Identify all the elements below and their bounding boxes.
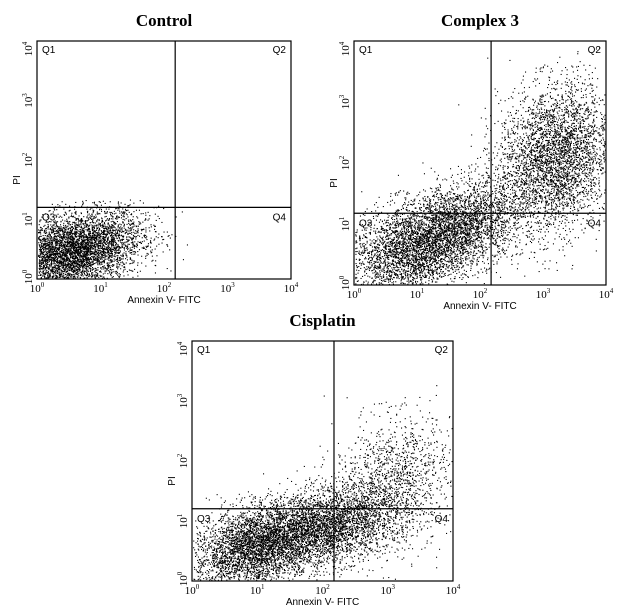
x-axis-label: Annexin V- FITC	[286, 597, 359, 608]
quadrant-label-q1: Q1	[197, 345, 211, 356]
x-tick-label: 104	[599, 287, 614, 301]
y-axis-label: PI	[329, 178, 340, 187]
y-tick-label: 103	[176, 393, 190, 408]
event-dots	[193, 385, 453, 582]
flow-plot-1: Q1 Q2 Q3 Q4 Control 100 101 102 103 104 Annexin V-…	[12, 11, 299, 306]
y-tick-label: 100	[176, 571, 190, 586]
x-tick-label: 101	[93, 281, 108, 295]
y-axis-label: PI	[167, 476, 178, 485]
x-tick-label: 104	[284, 281, 299, 295]
x-tick-label: 100	[347, 287, 362, 301]
event-dots	[38, 199, 188, 280]
y-tick-label: 101	[338, 216, 352, 231]
y-tick-label: 104	[338, 41, 352, 56]
x-axis-label: Annexin V- FITC	[127, 295, 200, 306]
quadrant-label-q2: Q2	[435, 345, 449, 356]
flow-plot-3: Q1 Q2 Q3 Q4 Cisplatin 100 101 102 103 104 Annexin …	[167, 311, 461, 608]
quadrant-label-q2: Q2	[273, 45, 287, 56]
flow-plot-2: Q1 Q2 Q3 Q4 Complex 3 100 101 102 103 104 Annexin …	[329, 11, 614, 312]
x-tick-label: 103	[536, 287, 551, 301]
plot-title: Complex 3	[441, 11, 519, 30]
quadrant-label-q4: Q4	[273, 212, 287, 223]
x-tick-label: 101	[410, 287, 425, 301]
quadrant-label-q1: Q1	[359, 45, 373, 56]
plot-title: Cisplatin	[289, 311, 356, 330]
x-tick-label: 103	[220, 281, 235, 295]
y-tick-label: 104	[176, 341, 190, 356]
y-tick-label: 101	[21, 212, 35, 227]
plot-frame	[353, 40, 607, 286]
quadrant-label-q3: Q3	[197, 514, 211, 525]
plot-frame	[36, 40, 292, 280]
event-dots	[355, 47, 606, 286]
plot-title: Control	[136, 11, 193, 30]
x-tick-label: 100	[30, 281, 45, 295]
quadrant-label-q3: Q3	[42, 212, 56, 223]
x-tick-label: 102	[315, 583, 330, 597]
y-tick-label: 104	[21, 41, 35, 56]
x-tick-label: 101	[250, 583, 265, 597]
y-tick-label: 100	[338, 275, 352, 290]
y-tick-label: 100	[21, 269, 35, 284]
y-tick-label: 102	[176, 453, 190, 468]
quadrant-label-q1: Q1	[42, 45, 56, 56]
quadrant-label-q4: Q4	[435, 514, 449, 525]
y-axis-label: PI	[12, 175, 23, 184]
x-tick-label: 100	[185, 583, 200, 597]
y-tick-label: 101	[176, 513, 190, 528]
x-tick-label: 103	[381, 583, 396, 597]
x-tick-label: 102	[157, 281, 172, 295]
y-tick-label: 102	[338, 155, 352, 170]
x-tick-label: 102	[473, 287, 488, 301]
plot-frame	[191, 340, 454, 582]
quadrant-label-q3: Q3	[359, 218, 373, 229]
quadrant-label-q2: Q2	[588, 45, 602, 56]
x-axis-label: Annexin V- FITC	[443, 301, 516, 312]
y-tick-label: 103	[338, 94, 352, 109]
x-tick-label: 104	[446, 583, 461, 597]
quadrant-label-q4: Q4	[588, 218, 602, 229]
y-tick-label: 102	[21, 152, 35, 167]
y-tick-label: 103	[21, 93, 35, 108]
